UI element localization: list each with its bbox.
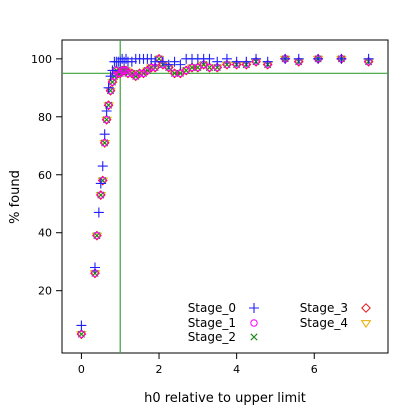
x-tick-label: 2 <box>156 363 163 376</box>
data-point <box>93 207 104 218</box>
legend-label: Stage_2 <box>188 330 236 344</box>
data-point <box>99 129 110 140</box>
data-point <box>99 139 111 148</box>
series-stage-1 <box>77 55 373 338</box>
data-point <box>175 59 186 70</box>
data-point <box>104 101 113 109</box>
data-point <box>363 53 374 64</box>
data-point <box>107 79 118 88</box>
data-point <box>105 71 116 82</box>
data-point <box>180 67 192 76</box>
data-point <box>176 69 185 78</box>
data-point <box>157 56 168 67</box>
data-point <box>97 161 108 172</box>
data-point <box>76 320 87 331</box>
data-point <box>89 262 100 273</box>
y-axis-label: % found <box>8 170 23 224</box>
y-tick-label: 40 <box>38 227 52 240</box>
data-point <box>182 66 190 75</box>
data-point <box>336 53 347 64</box>
legend-marker-plus-icon <box>249 303 259 313</box>
data-point <box>241 56 252 67</box>
legend-marker <box>361 303 371 313</box>
data-point <box>107 65 118 76</box>
data-point <box>95 178 106 189</box>
series-stage-0 <box>76 53 374 331</box>
legend-marker <box>250 333 258 341</box>
data-point <box>101 106 112 117</box>
data-point <box>293 53 304 64</box>
legend-marker-circle-icon <box>250 319 258 327</box>
data-point <box>147 63 155 72</box>
x-axis: 0 2 4 6 <box>78 353 318 376</box>
legend-marker <box>360 320 372 329</box>
data-point <box>76 331 87 340</box>
series-stage-3 <box>76 53 374 340</box>
x-tick-label: 4 <box>233 363 240 376</box>
data-point <box>153 55 165 64</box>
x-tick-label: 6 <box>311 363 318 376</box>
data-point <box>97 191 105 199</box>
series-stage-4 <box>76 55 374 340</box>
data-point <box>251 53 262 64</box>
y-tick-label: 20 <box>38 285 52 298</box>
data-point <box>100 139 109 147</box>
data-point <box>93 231 101 240</box>
y-tick-label: 80 <box>38 111 52 124</box>
legend-marker <box>250 319 258 327</box>
data-point <box>118 66 126 75</box>
data-point <box>313 53 324 64</box>
data-point <box>95 192 107 201</box>
data-point <box>169 56 180 67</box>
legend-marker-triangle-down-icon <box>360 320 372 329</box>
legend-label: Stage_0 <box>188 301 236 315</box>
x-axis-label: h0 relative to upper limit <box>144 391 306 406</box>
data-point <box>262 56 273 67</box>
y-tick-label: 60 <box>38 169 52 182</box>
legend-marker <box>249 303 259 313</box>
data-point <box>77 330 86 338</box>
data-point <box>91 232 103 241</box>
data-points <box>76 53 374 340</box>
data-point <box>103 82 114 93</box>
data-point <box>163 59 174 70</box>
data-point <box>194 63 202 72</box>
data-point <box>102 115 111 124</box>
y-tick-label: 100 <box>31 53 52 66</box>
data-point <box>188 63 196 72</box>
x-tick-label: 0 <box>78 363 85 376</box>
data-point <box>101 116 112 125</box>
data-point <box>221 53 232 64</box>
data-point <box>212 56 223 67</box>
legend-label: Stage_4 <box>300 316 348 330</box>
data-point <box>204 53 215 64</box>
y-axis: 20 40 60 80 100 <box>31 53 62 298</box>
legend-label: Stage_1 <box>188 316 236 330</box>
data-point <box>135 69 144 78</box>
legend-marker-diamond-icon <box>361 303 371 313</box>
data-point <box>124 69 132 78</box>
legend-label: Stage_3 <box>300 301 348 315</box>
data-point <box>280 53 291 64</box>
data-point <box>205 63 214 72</box>
data-point <box>170 69 179 78</box>
data-point <box>204 64 215 73</box>
plot-frame <box>61 39 389 354</box>
legend-marker-x-icon <box>250 333 258 341</box>
series-stage-2 <box>77 55 373 338</box>
data-point <box>231 56 242 67</box>
